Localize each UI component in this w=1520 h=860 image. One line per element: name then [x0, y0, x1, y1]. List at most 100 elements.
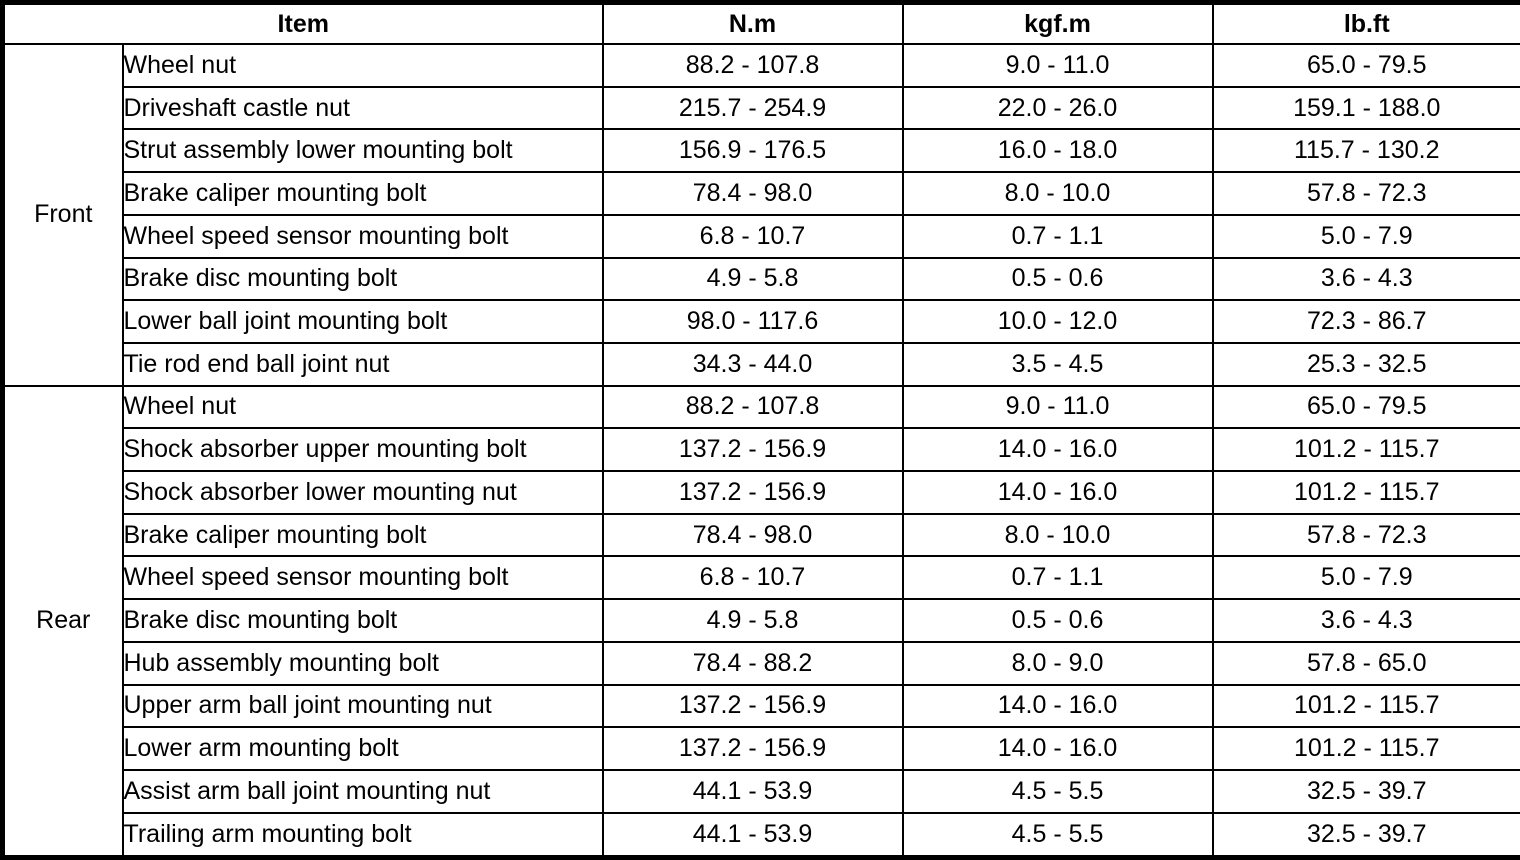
table-row: Brake caliper mounting bolt 78.4 - 98.0 8.… — [3, 512, 1520, 558]
nm-value-cell: 78.4 - 98.0 — [601, 512, 904, 558]
lbft-value-cell: 72.3 - 86.7 — [1211, 299, 1520, 344]
lbft-value-cell: 115.7 - 130.2 — [1211, 128, 1520, 174]
table-row: Strut assembly lower mounting bolt 156.9 … — [3, 128, 1520, 174]
nm-value-cell: 44.1 - 53.9 — [601, 768, 904, 814]
item-cell: Lower arm mounting bolt — [121, 726, 604, 771]
table-body: Front Wheel nut 88.2 - 107.8 9.0 - 11.0 65.0… — [1, 43, 1520, 859]
kgfm-value-cell: 22.0 - 26.0 — [901, 85, 1214, 131]
table-row: Rear Wheel nut 88.2 - 107.8 9.0 - 11.0 65.0 … — [1, 384, 1520, 859]
item-cell: Brake caliper mounting bolt — [121, 171, 604, 216]
table-row: Assist arm ball joint mounting nut 44.1 -… — [3, 768, 1520, 814]
kgfm-value-cell: 14.0 - 16.0 — [901, 427, 1214, 473]
nm-value-cell: 88.2 - 107.8 — [601, 384, 904, 430]
kgfm-value-cell: 0.7 - 1.1 — [901, 555, 1214, 601]
table-row: Wheel speed sensor mounting bolt 6.8 - 10… — [3, 213, 1520, 259]
nm-value-cell: 6.8 - 10.7 — [601, 555, 904, 601]
lbft-value-cell: 101.2 - 115.7 — [1211, 427, 1520, 473]
header-row: Item N.m kgf.m lb.ft — [1, 1, 1520, 45]
kgfm-value-cell: 16.0 - 18.0 — [901, 128, 1214, 174]
col-header-item: Item — [1, 1, 604, 45]
table-row: Brake disc mounting bolt 4.9 - 5.8 0.5 - 0… — [3, 256, 1520, 302]
nm-value-cell: 137.2 - 156.9 — [601, 726, 904, 771]
nm-value-cell: 215.7 - 254.9 — [601, 85, 904, 131]
item-cell: Wheel nut — [121, 43, 604, 88]
item-cell: Brake disc mounting bolt — [121, 256, 604, 302]
section-label-rear: Rear — [1, 384, 124, 859]
kgfm-value-cell: 4.5 - 5.5 — [901, 811, 1214, 859]
kgfm-value-cell: 4.5 - 5.5 — [901, 768, 1214, 814]
kgfm-value-cell: 0.7 - 1.1 — [901, 213, 1214, 259]
table-row: Brake disc mounting bolt 4.9 - 5.8 0.5 - 0… — [3, 598, 1520, 643]
kgfm-value-cell: 8.0 - 10.0 — [901, 171, 1214, 216]
item-cell: Strut assembly lower mounting bolt — [121, 128, 604, 174]
kgfm-value-cell: 3.5 - 4.5 — [901, 341, 1214, 387]
item-cell: Lower ball joint mounting bolt — [121, 299, 604, 344]
lbft-value-cell: 159.1 - 188.0 — [1211, 85, 1520, 131]
section-label-front: Front — [1, 43, 124, 387]
item-cell: Hub assembly mounting bolt — [121, 640, 604, 686]
table-row: Lower arm mounting bolt 137.2 - 156.9 14.0… — [3, 726, 1520, 771]
lbft-value-cell: 57.8 - 72.3 — [1211, 512, 1520, 558]
nm-value-cell: 6.8 - 10.7 — [601, 213, 904, 259]
lbft-value-cell: 57.8 - 65.0 — [1211, 640, 1520, 686]
nm-value-cell: 137.2 - 156.9 — [601, 427, 904, 473]
kgfm-value-cell: 0.5 - 0.6 — [901, 256, 1214, 302]
lbft-value-cell: 32.5 - 39.7 — [1211, 811, 1520, 859]
col-header-nm: N.m — [601, 1, 904, 45]
table-row: Trailing arm mounting bolt 44.1 - 53.9 4.5… — [3, 811, 1520, 859]
item-cell: Brake disc mounting bolt — [121, 598, 604, 643]
item-cell: Trailing arm mounting bolt — [121, 811, 604, 859]
table-row: Brake caliper mounting bolt 78.4 - 98.0 8.… — [3, 171, 1520, 216]
table-row: Hub assembly mounting bolt 78.4 - 88.2 8.0… — [3, 640, 1520, 686]
lbft-value-cell: 101.2 - 115.7 — [1211, 683, 1520, 729]
nm-value-cell: 34.3 - 44.0 — [601, 341, 904, 387]
item-cell: Upper arm ball joint mounting nut — [121, 683, 604, 729]
table-row: Tie rod end ball joint nut 34.3 - 44.0 3.5… — [3, 341, 1520, 387]
item-cell: Wheel nut — [121, 384, 604, 430]
lbft-value-cell: 3.6 - 4.3 — [1211, 256, 1520, 302]
lbft-value-cell: 5.0 - 7.9 — [1211, 213, 1520, 259]
col-header-lbft: lb.ft — [1211, 1, 1520, 45]
table-row: Front Wheel nut 88.2 - 107.8 9.0 - 11.0 65.0… — [1, 43, 1520, 387]
nm-value-cell: 137.2 - 156.9 — [601, 470, 904, 515]
nm-value-cell: 4.9 - 5.8 — [601, 598, 904, 643]
item-cell: Shock absorber upper mounting bolt — [121, 427, 604, 473]
lbft-value-cell: 25.3 - 32.5 — [1211, 341, 1520, 387]
table-row: Upper arm ball joint mounting nut 137.2 -… — [3, 683, 1520, 729]
kgfm-value-cell: 8.0 - 10.0 — [901, 512, 1214, 558]
lbft-value-cell: 5.0 - 7.9 — [1211, 555, 1520, 601]
item-cell: Shock absorber lower mounting nut — [121, 470, 604, 515]
kgfm-value-cell: 8.0 - 9.0 — [901, 640, 1214, 686]
table-row: Lower ball joint mounting bolt 98.0 - 117… — [3, 299, 1520, 344]
kgfm-value-cell: 14.0 - 16.0 — [901, 726, 1214, 771]
kgfm-value-cell: 14.0 - 16.0 — [901, 470, 1214, 515]
lbft-value-cell: 65.0 - 79.5 — [1211, 43, 1520, 88]
nm-value-cell: 78.4 - 98.0 — [601, 171, 904, 216]
nm-value-cell: 98.0 - 117.6 — [601, 299, 904, 344]
item-cell: Brake caliper mounting bolt — [121, 512, 604, 558]
table-row: Driveshaft castle nut 215.7 - 254.9 22.0 -… — [3, 85, 1520, 131]
table-header: Item N.m kgf.m lb.ft — [1, 1, 1520, 45]
lbft-value-cell: 57.8 - 72.3 — [1211, 171, 1520, 216]
lbft-value-cell: 101.2 - 115.7 — [1211, 726, 1520, 771]
nm-value-cell: 78.4 - 88.2 — [601, 640, 904, 686]
lbft-value-cell: 32.5 - 39.7 — [1211, 768, 1520, 814]
table-row: Shock absorber lower mounting nut 137.2 -… — [3, 470, 1520, 515]
table-row: Shock absorber upper mounting bolt 137.2 … — [3, 427, 1520, 473]
item-cell: Assist arm ball joint mounting nut — [121, 768, 604, 814]
lbft-value-cell: 65.0 - 79.5 — [1211, 384, 1520, 430]
nm-value-cell: 88.2 - 107.8 — [601, 43, 904, 88]
lbft-value-cell: 101.2 - 115.7 — [1211, 470, 1520, 515]
lbft-value-cell: 3.6 - 4.3 — [1211, 598, 1520, 643]
kgfm-value-cell: 9.0 - 11.0 — [901, 384, 1214, 430]
kgfm-value-cell: 14.0 - 16.0 — [901, 683, 1214, 729]
item-cell: Wheel speed sensor mounting bolt — [121, 213, 604, 259]
kgfm-value-cell: 10.0 - 12.0 — [901, 299, 1214, 344]
nm-value-cell: 156.9 - 176.5 — [601, 128, 904, 174]
kgfm-value-cell: 9.0 - 11.0 — [901, 43, 1214, 88]
table-row: Wheel speed sensor mounting bolt 6.8 - 10… — [3, 555, 1520, 601]
item-cell: Wheel speed sensor mounting bolt — [121, 555, 604, 601]
item-cell: Tie rod end ball joint nut — [121, 341, 604, 387]
nm-value-cell: 44.1 - 53.9 — [601, 811, 904, 859]
